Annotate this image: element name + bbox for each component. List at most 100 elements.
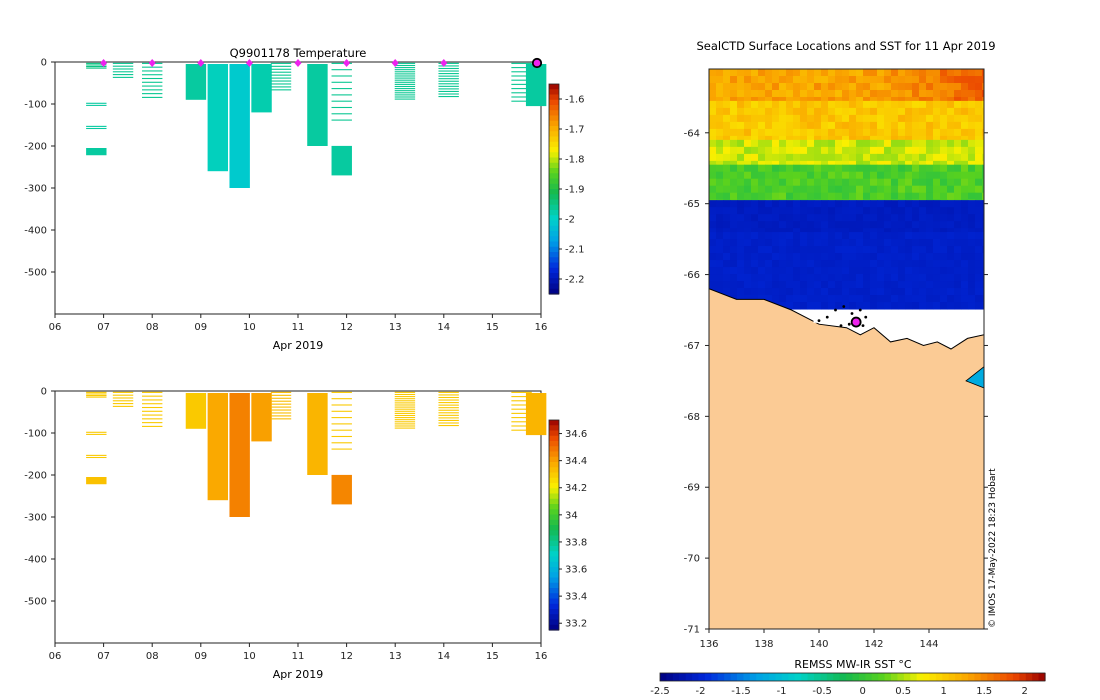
sst-cell xyxy=(828,135,836,144)
sst-cell xyxy=(849,171,857,180)
sst-cell xyxy=(926,135,934,144)
sst-cell xyxy=(821,114,829,123)
sst-cell xyxy=(954,69,962,77)
sst-cell xyxy=(891,260,899,268)
sst-cell xyxy=(730,146,738,155)
sst-cell xyxy=(709,69,717,77)
sst-cell xyxy=(786,221,794,229)
sst-cell xyxy=(905,221,913,229)
sst-cell xyxy=(723,246,731,254)
profile-line xyxy=(511,396,532,398)
sst-cell xyxy=(877,76,885,84)
sst-cell xyxy=(793,228,801,236)
sst-cell xyxy=(961,160,969,169)
sst-cell xyxy=(744,207,752,215)
sst-cell xyxy=(730,246,738,254)
sst-cell xyxy=(933,228,941,236)
sst-cell xyxy=(975,185,983,194)
profile-line xyxy=(141,85,163,87)
colorbar-segment xyxy=(549,236,559,243)
sst-cell xyxy=(961,97,969,105)
sst-cell xyxy=(884,232,892,240)
sst-cell xyxy=(975,69,983,77)
sst-cell xyxy=(758,221,766,229)
sst-cell xyxy=(793,239,801,247)
profile-line xyxy=(331,69,352,71)
sst-colorbar-segment xyxy=(878,673,886,681)
sst-cell xyxy=(772,153,780,162)
sst-cell xyxy=(772,192,780,201)
sst-cell xyxy=(863,107,871,116)
y-tick-label: -500 xyxy=(24,268,47,279)
sst-cell xyxy=(870,260,878,268)
profile-line xyxy=(141,96,163,98)
sst-cell xyxy=(884,153,892,162)
sst-cell xyxy=(982,228,984,236)
sst-cell xyxy=(842,260,850,268)
sst-cell xyxy=(842,228,850,236)
sst-cell xyxy=(975,97,983,105)
sst-cell xyxy=(926,302,934,310)
sst-cell xyxy=(828,185,836,194)
sst-cell xyxy=(737,164,745,173)
sst-cell xyxy=(779,171,787,180)
sst-cell xyxy=(723,253,731,261)
sst-cell xyxy=(737,239,745,247)
sst-cell xyxy=(912,274,920,282)
profile-line xyxy=(270,415,292,417)
sst-cell xyxy=(765,288,773,296)
sst-cell xyxy=(940,178,948,187)
sst-cell xyxy=(905,160,913,169)
sst-cell xyxy=(835,200,843,208)
sst-cell xyxy=(744,135,752,144)
sst-cell xyxy=(863,214,871,222)
sst-cell xyxy=(961,146,969,155)
sst-cell xyxy=(870,232,878,240)
profile-line xyxy=(511,412,532,414)
x-tick-label: 09 xyxy=(194,322,207,333)
sst-cell xyxy=(737,135,745,144)
sst-cell xyxy=(877,90,885,98)
sst-cell xyxy=(933,76,941,84)
sst-cell xyxy=(835,239,843,247)
sst-cell xyxy=(765,200,773,208)
sst-cell xyxy=(800,153,808,162)
sst-cell xyxy=(919,121,927,130)
colorbar-segment xyxy=(549,593,559,600)
sst-cell xyxy=(919,302,927,310)
sst-cell xyxy=(961,281,969,289)
sst-cell xyxy=(933,97,941,105)
sst-cell xyxy=(758,207,766,215)
sst-cell xyxy=(835,114,843,123)
sst-cell xyxy=(793,260,801,268)
sst-cell xyxy=(863,302,871,310)
sst-cell xyxy=(751,97,759,105)
sst-cell xyxy=(947,160,955,169)
sst-cell xyxy=(821,90,829,98)
profile-column xyxy=(525,393,547,436)
profile-line xyxy=(438,62,459,64)
sst-cell xyxy=(884,302,892,310)
sst-cell xyxy=(807,121,815,130)
sst-cell xyxy=(772,107,780,116)
sst-cell xyxy=(940,90,948,98)
sst-cell xyxy=(793,100,801,109)
sst-cell xyxy=(919,214,927,222)
sst-cell xyxy=(793,76,801,84)
profile-line xyxy=(511,62,532,64)
sst-cell xyxy=(835,260,843,268)
sst-cell xyxy=(744,267,752,275)
profile-line xyxy=(394,408,416,410)
sst-cell xyxy=(905,274,913,282)
sst-cell xyxy=(821,164,829,173)
sst-cell xyxy=(793,192,801,201)
profile-line xyxy=(511,421,532,423)
x-tick-label: 07 xyxy=(97,651,110,662)
sst-cell xyxy=(968,239,976,247)
sst-cell xyxy=(912,83,920,91)
sst-cell xyxy=(926,171,934,180)
sst-cell xyxy=(814,260,822,268)
sst-cell xyxy=(905,107,913,116)
profile-line xyxy=(86,391,107,393)
sst-cell xyxy=(814,228,822,236)
